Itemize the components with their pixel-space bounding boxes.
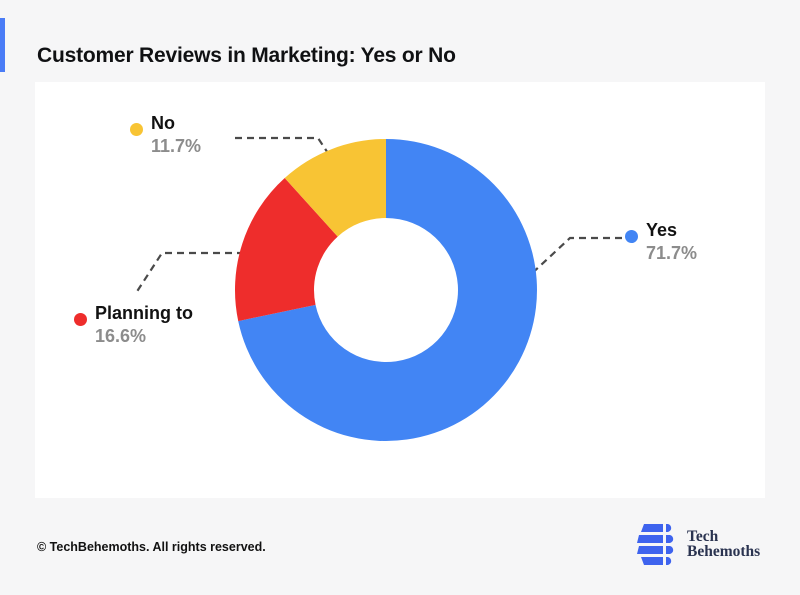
- chart-panel: No 11.7% Planning to 16.6% Yes 71.7%: [35, 82, 765, 498]
- donut-chart: [135, 136, 622, 441]
- title-accent-bar: [0, 18, 5, 72]
- page-title: Customer Reviews in Marketing: Yes or No: [37, 44, 456, 68]
- connector-yes: [512, 236, 622, 292]
- techbehemoths-logo-icon: [637, 524, 674, 565]
- donut-segment-no: [284, 139, 386, 237]
- legend-dot-no: [130, 123, 143, 136]
- legend-item-yes: Yes 71.7%: [625, 220, 697, 264]
- legend-label-yes: Yes: [646, 220, 678, 240]
- donut-segment-yes: [238, 139, 537, 441]
- legend-item-no: No 11.7%: [130, 113, 201, 157]
- techbehemoths-logo-text: Tech Behemoths: [687, 527, 761, 560]
- legend-label-planning-to: Planning to: [95, 303, 193, 323]
- donut-segment-planning-to: [234, 178, 338, 322]
- logo-text-line2: Behemoths: [687, 543, 761, 560]
- logo-text-line1: Tech: [687, 527, 719, 545]
- legend-item-planning-to: Planning to 16.6%: [74, 303, 193, 347]
- legend-value-yes: 71.7%: [646, 243, 698, 263]
- legend-label-no: No: [151, 113, 175, 133]
- donut-segments: [234, 139, 537, 441]
- brand-logo: Tech Behemoths: [630, 520, 760, 568]
- legend-value-planning-to: 16.6%: [95, 326, 147, 346]
- legend-value-no: 11.7%: [151, 136, 202, 156]
- copyright-text: © TechBehemoths. All rights reserved.: [37, 540, 266, 554]
- legend-dot-planning-to: [74, 313, 87, 326]
- connector-planning-to: [135, 251, 268, 294]
- legend-dot-yes: [625, 230, 638, 243]
